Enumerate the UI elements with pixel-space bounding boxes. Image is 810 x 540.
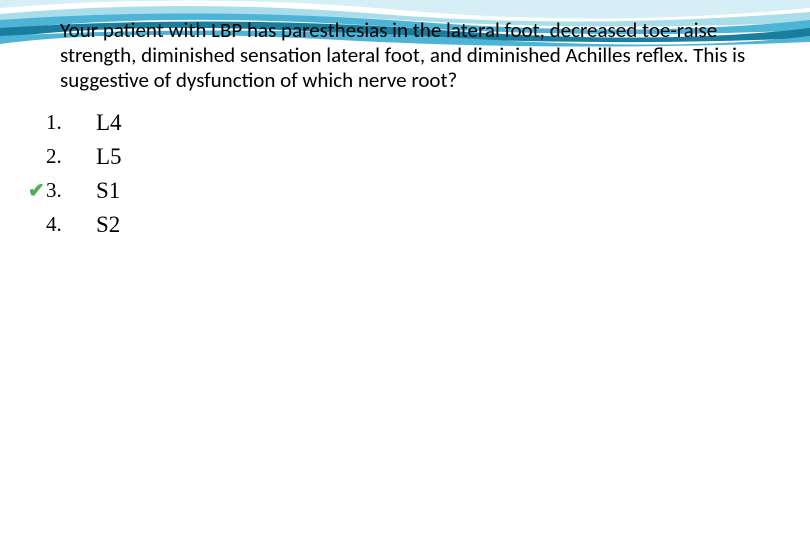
answer-number: 1. [46, 110, 74, 135]
answer-list: 1. L4 2. L5 ✔ 3. S1 4. S2 [0, 108, 810, 240]
slide-content: Your patient with LBP has paresthesias i… [0, 0, 810, 240]
question-text: Your patient with LBP has paresthesias i… [0, 18, 810, 94]
answer-label: L5 [96, 144, 122, 170]
answer-number: 3. [46, 178, 74, 203]
answer-label: L4 [96, 110, 122, 136]
answer-number: 4. [46, 212, 74, 237]
answer-number: 2. [46, 144, 74, 169]
answer-option-4: 4. S2 [30, 210, 810, 240]
checkmark-icon: ✔ [28, 178, 45, 203]
answer-option-2: 2. L5 [30, 142, 810, 172]
answer-label: S2 [96, 212, 120, 238]
answer-option-3: ✔ 3. S1 [30, 176, 810, 206]
answer-option-1: 1. L4 [30, 108, 810, 138]
answer-label: S1 [96, 178, 120, 204]
